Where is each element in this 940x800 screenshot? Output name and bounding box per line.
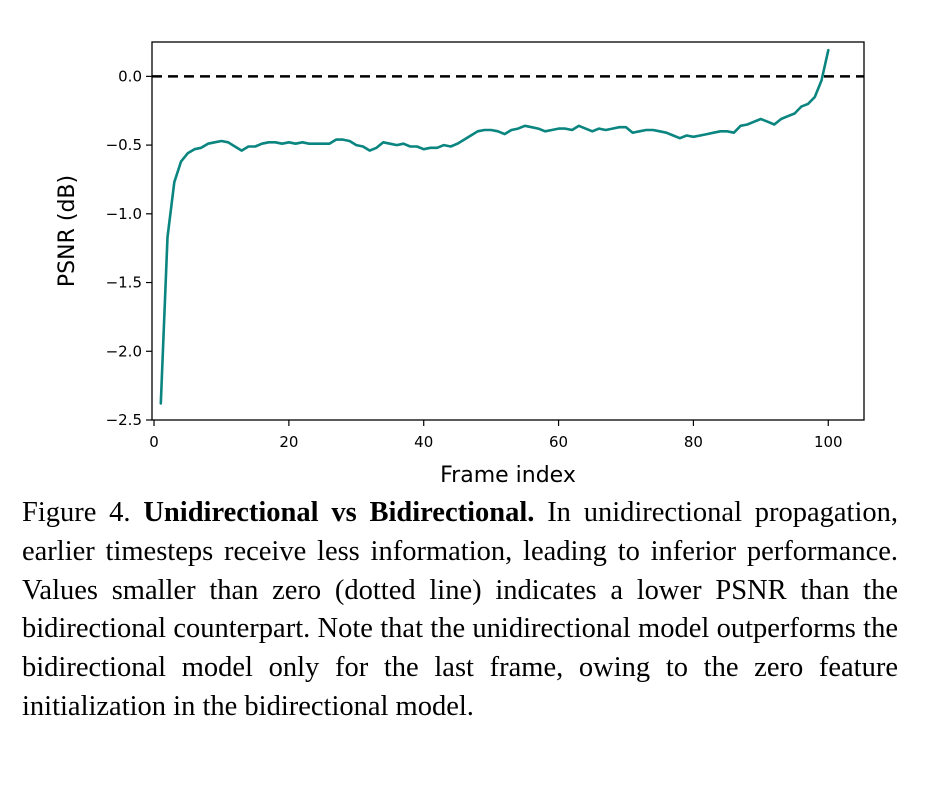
x-tick-label: 80 (684, 433, 703, 451)
x-tick-label: 100 (814, 433, 843, 451)
series-line-0 (159, 48, 830, 405)
y-axis-title: PSNR (dB) (55, 175, 80, 287)
y-tick-label: 0.0 (118, 67, 142, 85)
y-tick-label: −1.5 (106, 274, 142, 292)
x-axis-title: Frame index (440, 463, 576, 488)
y-tick-label: −0.5 (106, 136, 142, 154)
x-tick-label: 60 (549, 433, 568, 451)
y-tick-label: −2.0 (106, 342, 142, 360)
figure-caption-title: Unidirectional vs Bidirectional. (143, 497, 535, 528)
y-tick-label: −1.0 (106, 205, 142, 223)
axis-ticks: 0 20 40 60 80 100 0.0 −0.5 −1.0 −1.5 −2.0 −2.5 (106, 67, 843, 451)
plot-area (152, 48, 864, 405)
x-tick-label: 20 (279, 433, 298, 451)
y-tick-label: −2.5 (106, 411, 142, 429)
psnr-line-chart: 0 20 40 60 80 100 0.0 −0.5 −1.0 −1.5 −2.0 −2.5 Fram… (55, 41, 865, 488)
figure-caption-body: In unidirectional propagation, earlier t… (22, 497, 899, 722)
x-tick-label: 0 (149, 433, 159, 451)
x-tick-label: 40 (414, 433, 433, 451)
figure-label: Figure 4. (22, 497, 131, 528)
plot-frame (151, 41, 865, 421)
figure-caption: Figure 4. Unidirectional vs Bidirectiona… (22, 494, 898, 727)
